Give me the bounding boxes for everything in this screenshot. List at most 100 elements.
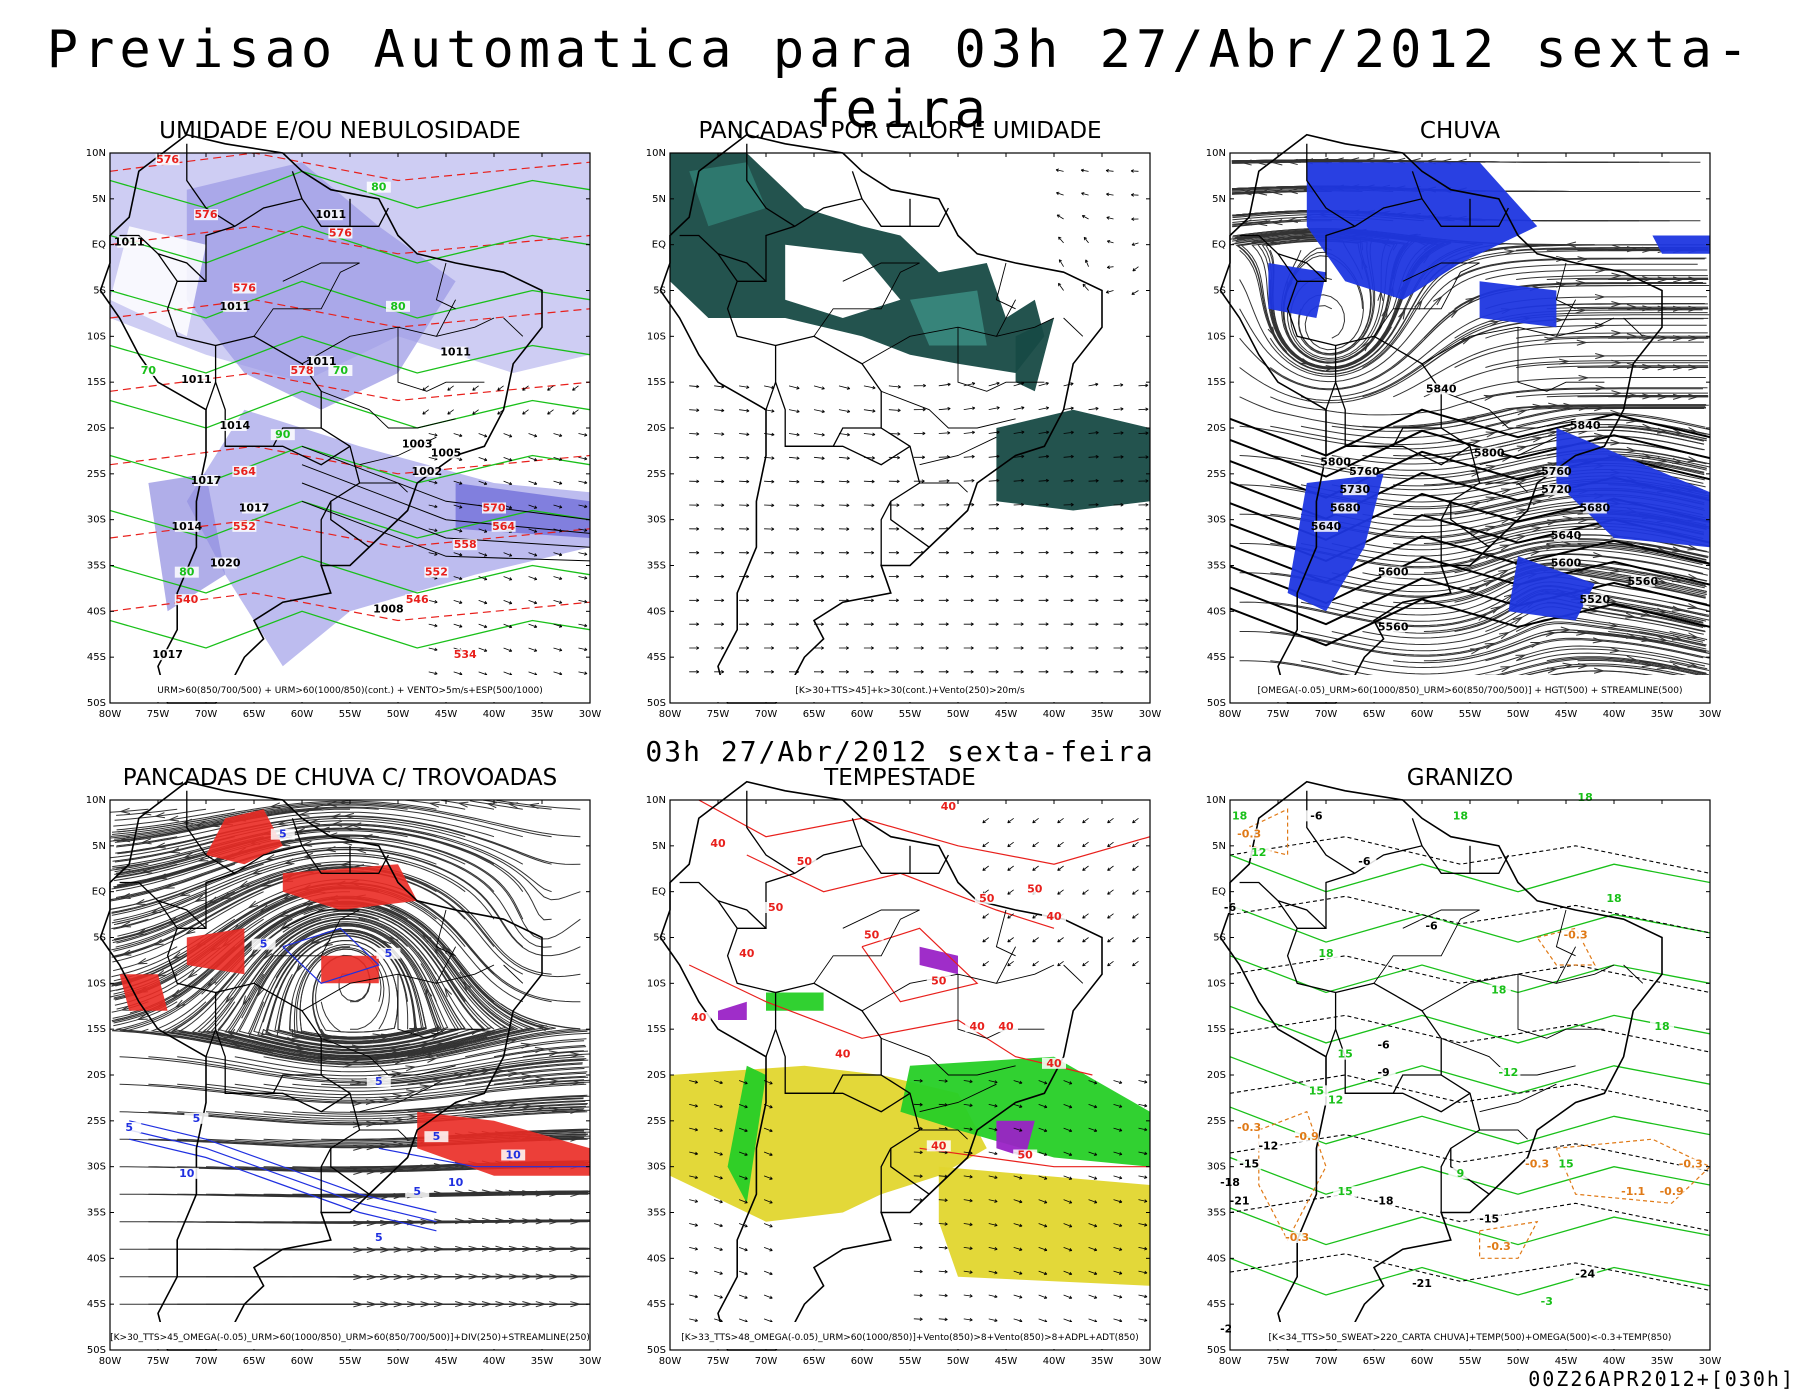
streamline-arrow (1671, 605, 1682, 612)
humidity-contour (110, 335, 590, 374)
wind-vector (1032, 865, 1039, 871)
panel-caption: [K<34_TTS>50_SWEAT>220_CARTA CHUVA]+TEMP… (1269, 1333, 1672, 1343)
wind-vector (1057, 865, 1064, 871)
lon-tick-label: 30W (579, 1356, 602, 1367)
streamline-arrow (507, 1070, 518, 1078)
wind-vector (888, 455, 901, 460)
omega-contour (1258, 1110, 1327, 1242)
wind-vector (838, 456, 850, 460)
wind-vector (739, 456, 750, 460)
label-bg (1429, 383, 1454, 395)
wind-vector (738, 1199, 748, 1204)
wind-vector (578, 552, 588, 556)
lat-tick-label: 40S (87, 606, 106, 617)
label-bg (328, 227, 353, 239)
contour-label: 15 (1309, 1084, 1324, 1097)
divergence-contour (129, 1120, 437, 1214)
wind-vector (553, 552, 563, 557)
wind-vector (813, 646, 824, 650)
wind-vector (689, 1318, 699, 1322)
label-bg (1371, 1039, 1396, 1051)
contour-label: 12 (1328, 1094, 1343, 1107)
wind-vector (1013, 1270, 1023, 1275)
wind-vector (578, 647, 588, 652)
streamline (115, 866, 581, 978)
contour-label: 40 (941, 800, 957, 813)
state-border (282, 909, 360, 929)
lat-tick-label: 35S (1207, 561, 1226, 572)
wind-vector (1038, 1080, 1048, 1085)
wind-vector (1132, 961, 1139, 967)
streamline-arrow (1300, 358, 1311, 365)
streamline-arrow (1500, 666, 1511, 673)
wind-vector (863, 550, 875, 555)
label-bg (1013, 1149, 1038, 1161)
label-bg (1544, 465, 1569, 477)
thunderstorm-fill (206, 809, 283, 865)
country-border (119, 234, 178, 282)
country-border (880, 500, 892, 566)
wind-vector (1082, 818, 1089, 824)
lon-tick-label: 45W (995, 1356, 1018, 1367)
streamline (116, 811, 495, 848)
streamline (1546, 335, 1708, 339)
lon-tick-label: 40W (1603, 1356, 1626, 1367)
divergence-contour (129, 1138, 437, 1232)
country-border (1239, 234, 1298, 282)
wind-vector (789, 622, 800, 626)
lon-tick-label: 60W (291, 1356, 314, 1367)
wind-vector (553, 647, 563, 652)
wind-vector (547, 409, 554, 415)
wind-vector (913, 1269, 923, 1274)
wind-vector (738, 1127, 748, 1133)
lat-tick-label: 35S (1207, 1208, 1226, 1219)
streamline-arrow (1360, 341, 1370, 352)
streamline (112, 863, 350, 944)
wind-vector (578, 433, 588, 437)
label-bg (376, 947, 401, 959)
map-border (669, 152, 1151, 704)
streamline (1454, 258, 1705, 280)
contour-label: 15 (1338, 1185, 1353, 1198)
wind-vector (789, 598, 800, 603)
wind-vector (1131, 242, 1139, 246)
wind-vector (1088, 550, 1099, 555)
lon-tick-label: 30W (1139, 1356, 1162, 1367)
wind-vector (1088, 1270, 1098, 1276)
temperature-contour (1230, 904, 1710, 943)
country-border (1411, 818, 1423, 847)
lon-tick-label: 45W (1555, 709, 1578, 720)
streamline-arrow (570, 1301, 580, 1308)
state-border (1063, 964, 1084, 984)
wind-vector (714, 1199, 723, 1204)
wind-vector (739, 527, 750, 531)
wind-vector (988, 670, 999, 674)
wind-vector (428, 480, 438, 485)
streamline-arrow (356, 847, 367, 854)
temperature-contour (1230, 854, 1710, 893)
wind-vector (963, 670, 974, 674)
state-border (1556, 964, 1615, 984)
wind-vector (528, 647, 538, 652)
wind-vector (913, 383, 926, 388)
wind-vector (888, 408, 901, 413)
contour-label: 576 (329, 227, 352, 240)
wind-vector (963, 1222, 973, 1227)
lon-tick-label: 80W (659, 1356, 682, 1367)
lat-tick-label: 5S (1213, 286, 1226, 297)
lon-tick-label: 35W (531, 1356, 554, 1367)
temp500-contour (1230, 1014, 1710, 1053)
streamline-arrow (263, 949, 273, 960)
label-bg (501, 1149, 526, 1161)
wind-vector (838, 409, 851, 414)
wind-vector (789, 646, 799, 650)
wind-vector (1038, 1199, 1048, 1204)
contour-label: 50 (979, 892, 995, 905)
streamline (493, 1044, 586, 1058)
contour-label: -24 (1575, 1268, 1595, 1281)
streamline (551, 1109, 590, 1113)
wind-vector (1113, 431, 1124, 435)
contour-label: -0.3 (1679, 1158, 1703, 1171)
streamline (1300, 581, 1710, 622)
